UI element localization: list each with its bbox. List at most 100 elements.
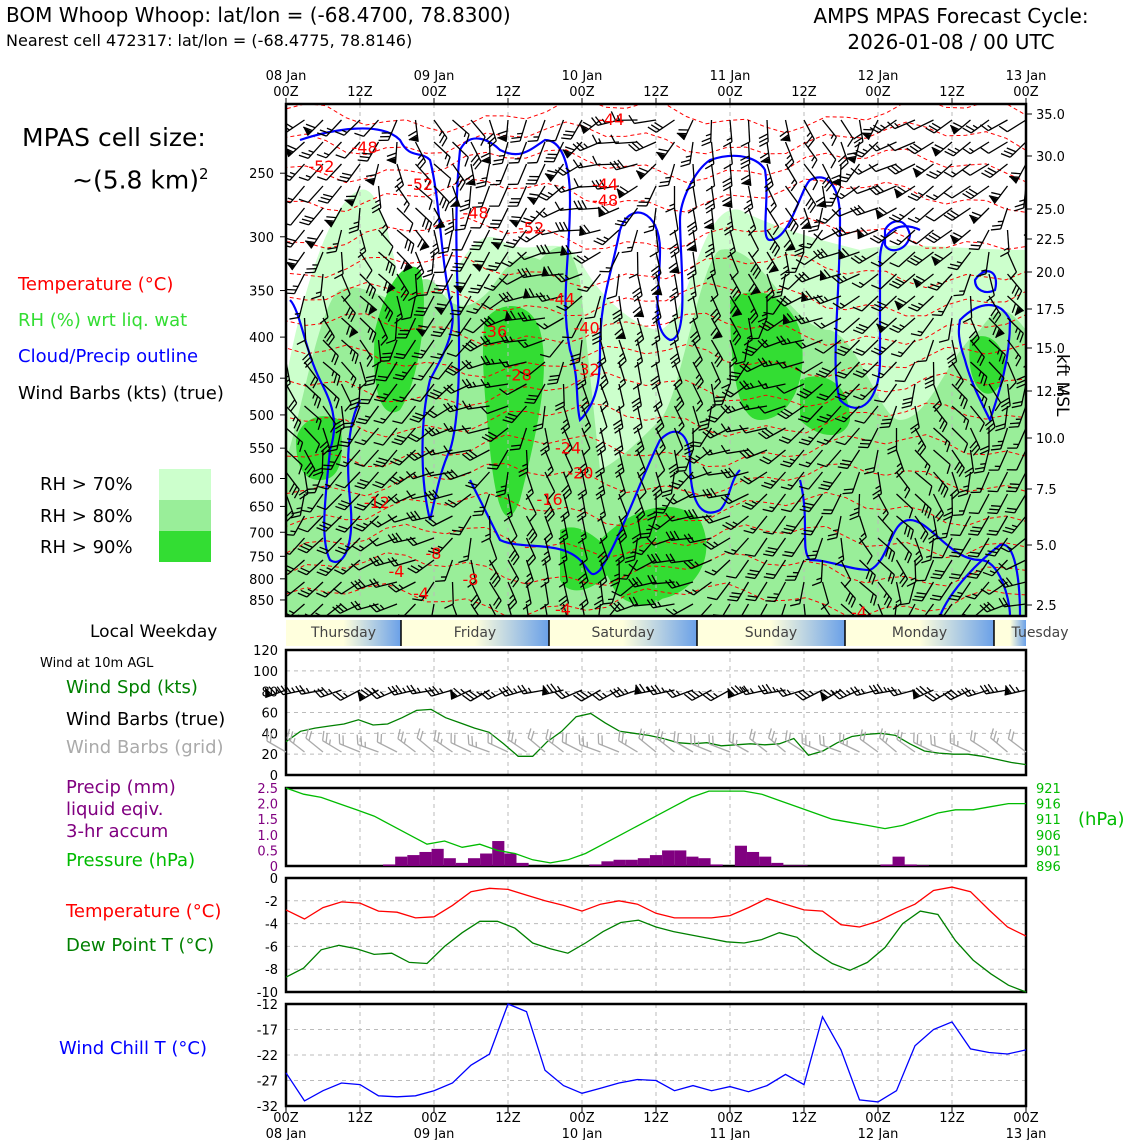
wind-barb-112 bbox=[334, 559, 361, 575]
wind-barb-307-tick bbox=[502, 292, 510, 302]
wind-barb-313 bbox=[509, 427, 528, 451]
wind-barb-362 bbox=[560, 493, 570, 522]
wind-barb-129-half bbox=[361, 439, 367, 443]
wind-barb-256 bbox=[472, 185, 491, 209]
wind-barb-316 bbox=[525, 493, 537, 522]
wind-barb-234-tick bbox=[454, 228, 465, 231]
top-tick-time-4: 00Z bbox=[569, 85, 595, 100]
wind-barb-39-tick bbox=[298, 489, 308, 496]
wind-barb-419-half bbox=[603, 236, 609, 240]
wind-barb-181 bbox=[387, 556, 416, 567]
wind-barb-598-tick bbox=[758, 137, 769, 144]
wind-barb-388-tick bbox=[577, 572, 587, 581]
wind-barb-6-tick bbox=[263, 264, 273, 273]
wind-barb-417-tick bbox=[595, 179, 602, 189]
kft-tick-11: 2.5 bbox=[1036, 599, 1057, 614]
bottom-tick-date-6: 11 Jan bbox=[710, 1127, 751, 1140]
wind-barb-397-tick bbox=[573, 257, 583, 264]
wind-barb-148-tick bbox=[380, 356, 391, 359]
wind-barb-258-tick bbox=[473, 241, 484, 244]
wind-barb-761 bbox=[868, 163, 897, 173]
wind-barb-690-staff bbox=[840, 119, 854, 139]
temperature-contour-8 bbox=[286, 343, 1026, 378]
wind-barb-406-tick bbox=[595, 467, 604, 474]
wind-barb-358-half bbox=[562, 418, 568, 424]
label-precip: Precip (mm) liquid eqiv. 3-hr accum bbox=[66, 777, 176, 843]
wind-barb-171 bbox=[393, 339, 417, 360]
wind-barb-70 bbox=[316, 141, 342, 159]
wind-barb-230-tick bbox=[480, 136, 486, 146]
wind-barb-180-tick bbox=[391, 533, 399, 543]
wind-barb-214-tick bbox=[431, 291, 442, 294]
wind-barb-220 bbox=[425, 405, 453, 419]
wind-barb-411 bbox=[597, 559, 608, 588]
wind-barb-308-tick bbox=[505, 311, 513, 321]
wind-barb-355-tick bbox=[539, 353, 550, 358]
wind-barb-325-flag bbox=[527, 197, 537, 205]
wind-barb-16 bbox=[286, 471, 300, 499]
wind-barb-55-tick bbox=[326, 333, 333, 342]
wind-barb-174-staff bbox=[401, 405, 417, 424]
wind-barb-204-tick bbox=[407, 567, 417, 574]
wind-barb-132-tick bbox=[356, 503, 367, 508]
grid-barb-40 bbox=[1007, 729, 1027, 753]
surface-barb-37-half bbox=[957, 690, 962, 695]
wind-barb-235-staff bbox=[461, 229, 472, 251]
wind-barb-99-tick bbox=[368, 286, 374, 297]
wind-barb-0 bbox=[258, 119, 287, 129]
wind-barb-253-tick bbox=[486, 132, 495, 141]
wind-barb-285-tick bbox=[483, 317, 492, 326]
precip-bar-11 bbox=[419, 851, 432, 866]
wind-barb-461 bbox=[628, 140, 657, 152]
wind-barb-64 bbox=[298, 515, 324, 533]
wind-barb-93-tick bbox=[335, 154, 346, 159]
wind-barb-160 bbox=[369, 603, 398, 613]
wind-barb-86 bbox=[316, 493, 342, 511]
top-tick-date-4: 10 Jan bbox=[562, 69, 603, 84]
wind-barb-151-half bbox=[380, 417, 386, 421]
wind-barb-282-tick bbox=[488, 264, 499, 268]
wind-barb-217-half bbox=[437, 353, 443, 356]
wind-barb-692 bbox=[831, 163, 842, 187]
wind-barb-175-tick bbox=[396, 435, 407, 440]
wind-barb-139 bbox=[386, 141, 398, 164]
wind-barb-352-tick bbox=[547, 266, 554, 276]
wind-barb-425 bbox=[617, 361, 627, 390]
temp-ytick-1: -2 bbox=[265, 895, 278, 910]
surface-barb-12-half bbox=[490, 691, 496, 697]
precip-bar-17 bbox=[492, 841, 505, 866]
pressure-unit: (hPa) bbox=[1078, 809, 1125, 830]
bottom-tick-time-10: 00Z bbox=[1013, 1111, 1039, 1126]
wind-barb-232-staff bbox=[470, 163, 476, 186]
wind-barb-463 bbox=[636, 185, 657, 207]
wind-barb-739-tick bbox=[850, 185, 858, 194]
wind-barb-421-staff bbox=[615, 273, 620, 296]
wind-barb-0-tick bbox=[258, 119, 265, 129]
grid-barb-10 bbox=[450, 732, 472, 753]
wind-barb-83-tick bbox=[327, 448, 338, 453]
wind-barb-422-tick bbox=[612, 313, 622, 320]
temperature-label-20: -4 bbox=[413, 584, 429, 603]
pressure-tick-12: 850 bbox=[249, 594, 274, 609]
wind-barb-209-tick bbox=[457, 178, 464, 188]
temperature-contour-6 bbox=[286, 282, 1026, 317]
wind-barb-319-half bbox=[526, 572, 532, 578]
wind-barb-224-tick bbox=[424, 491, 432, 501]
wind-barb-46-tick bbox=[302, 126, 313, 132]
wind-barb-369-tick bbox=[564, 146, 575, 151]
wind-barb-400-tick bbox=[591, 331, 602, 337]
wind-barb-218-tick bbox=[428, 375, 439, 380]
wind-barb-139-tick bbox=[386, 152, 397, 157]
wind-barb-52-half bbox=[312, 264, 318, 266]
wind-barb-407-half bbox=[598, 485, 604, 490]
wind-barb-214 bbox=[431, 273, 454, 294]
wind-barb-318-tick bbox=[526, 554, 535, 563]
wind-barb-115-tick bbox=[354, 132, 364, 137]
wind-barb-212 bbox=[438, 229, 454, 255]
wind-barb-212-half bbox=[443, 246, 449, 250]
wind-barb-79-tick bbox=[351, 351, 356, 362]
wind-barb-181-tick bbox=[391, 556, 399, 566]
wind-barb-172-tick bbox=[392, 377, 403, 381]
wind-barb-36 bbox=[304, 405, 322, 431]
wind-barb-283 bbox=[483, 273, 509, 291]
